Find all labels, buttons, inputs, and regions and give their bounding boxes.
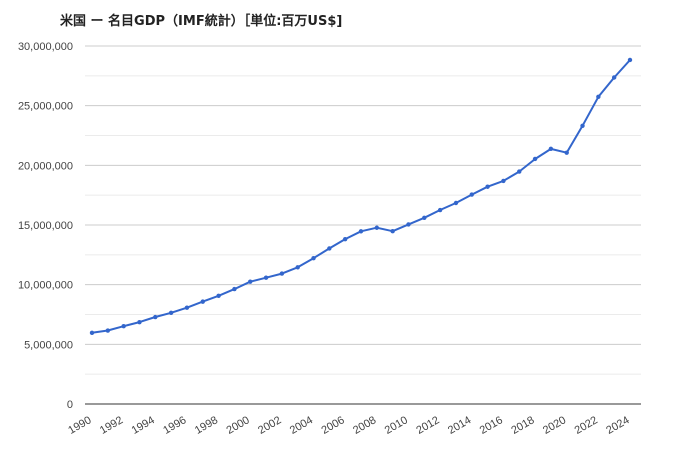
y-tick-label: 10,000,000 — [18, 280, 73, 292]
data-point[interactable] — [517, 169, 522, 174]
data-point[interactable] — [627, 57, 633, 63]
x-tick-label: 2022 — [573, 414, 600, 437]
x-tick-label: 1998 — [193, 414, 220, 437]
data-point[interactable] — [200, 299, 205, 304]
series-line-layer — [91, 59, 631, 334]
x-tick-label: 2006 — [319, 414, 346, 437]
chart-title: 米国 ー 名目GDP（IMF統計）［単位:百万US$] — [60, 14, 343, 29]
x-tick-label: 2014 — [446, 414, 473, 437]
y-tick-label: 5,000,000 — [24, 339, 73, 351]
data-point[interactable] — [611, 75, 617, 80]
data-point[interactable] — [137, 319, 142, 325]
x-tick-label: 1996 — [161, 414, 188, 437]
data-point[interactable] — [89, 330, 95, 336]
y-axis-labels: 0 5,000,000 10,000,000 15,000,000 20,000,000… — [18, 41, 73, 411]
data-point[interactable] — [248, 279, 253, 284]
data-point[interactable] — [121, 323, 126, 329]
data-point[interactable] — [390, 229, 395, 234]
data-point[interactable] — [453, 200, 459, 206]
data-point[interactable] — [580, 123, 585, 128]
y-tick-label: 15,000,000 — [18, 220, 73, 232]
x-tick-label: 2018 — [509, 414, 536, 437]
data-point[interactable] — [263, 275, 269, 280]
x-tick-label: 2010 — [383, 414, 410, 437]
data-point[interactable] — [311, 256, 316, 261]
y-tick-label: 0 — [67, 399, 73, 411]
x-tick-label: 2024 — [604, 414, 631, 437]
y-tick-label: 25,000,000 — [18, 101, 73, 113]
data-point[interactable] — [342, 236, 348, 242]
data-point[interactable] — [153, 314, 158, 320]
x-tick-label: 1990 — [66, 414, 93, 437]
x-tick-label: 1994 — [130, 414, 157, 437]
data-point[interactable] — [216, 293, 221, 299]
data-point[interactable] — [279, 271, 285, 276]
data-point[interactable] — [485, 184, 490, 189]
data-point[interactable] — [564, 150, 569, 155]
data-point[interactable] — [327, 246, 332, 251]
data-point[interactable] — [232, 286, 237, 292]
x-tick-label: 2004 — [288, 414, 315, 437]
data-point[interactable] — [532, 156, 538, 162]
data-point[interactable] — [168, 310, 174, 316]
data-point[interactable] — [406, 222, 411, 227]
y-tick-label: 20,000,000 — [18, 160, 73, 172]
x-tick-label: 2012 — [414, 414, 441, 437]
grid-lines — [85, 45, 641, 405]
data-point[interactable] — [422, 215, 427, 221]
x-tick-label: 2002 — [256, 414, 283, 437]
data-point[interactable] — [374, 225, 380, 230]
x-tick-label: 2020 — [541, 414, 568, 437]
data-point[interactable] — [548, 146, 554, 152]
data-point[interactable] — [358, 229, 364, 234]
data-point[interactable] — [184, 305, 190, 310]
x-tick-label: 2000 — [225, 414, 252, 437]
series-points-layer — [89, 57, 633, 336]
x-tick-label: 2016 — [478, 414, 505, 437]
data-point[interactable] — [437, 207, 443, 213]
y-tick-label: 30,000,000 — [18, 41, 73, 53]
x-axis-labels: 1990 1992 1994 1996 1998 2000 2002 2004 2006 2008… — [66, 414, 631, 437]
series-line — [91, 59, 631, 334]
data-point[interactable] — [105, 328, 111, 333]
data-point[interactable] — [469, 192, 474, 197]
data-point[interactable] — [501, 178, 506, 184]
data-point[interactable] — [596, 94, 601, 99]
data-point[interactable] — [295, 265, 300, 270]
x-tick-label: 1992 — [98, 414, 125, 437]
x-tick-label: 2008 — [351, 414, 378, 437]
